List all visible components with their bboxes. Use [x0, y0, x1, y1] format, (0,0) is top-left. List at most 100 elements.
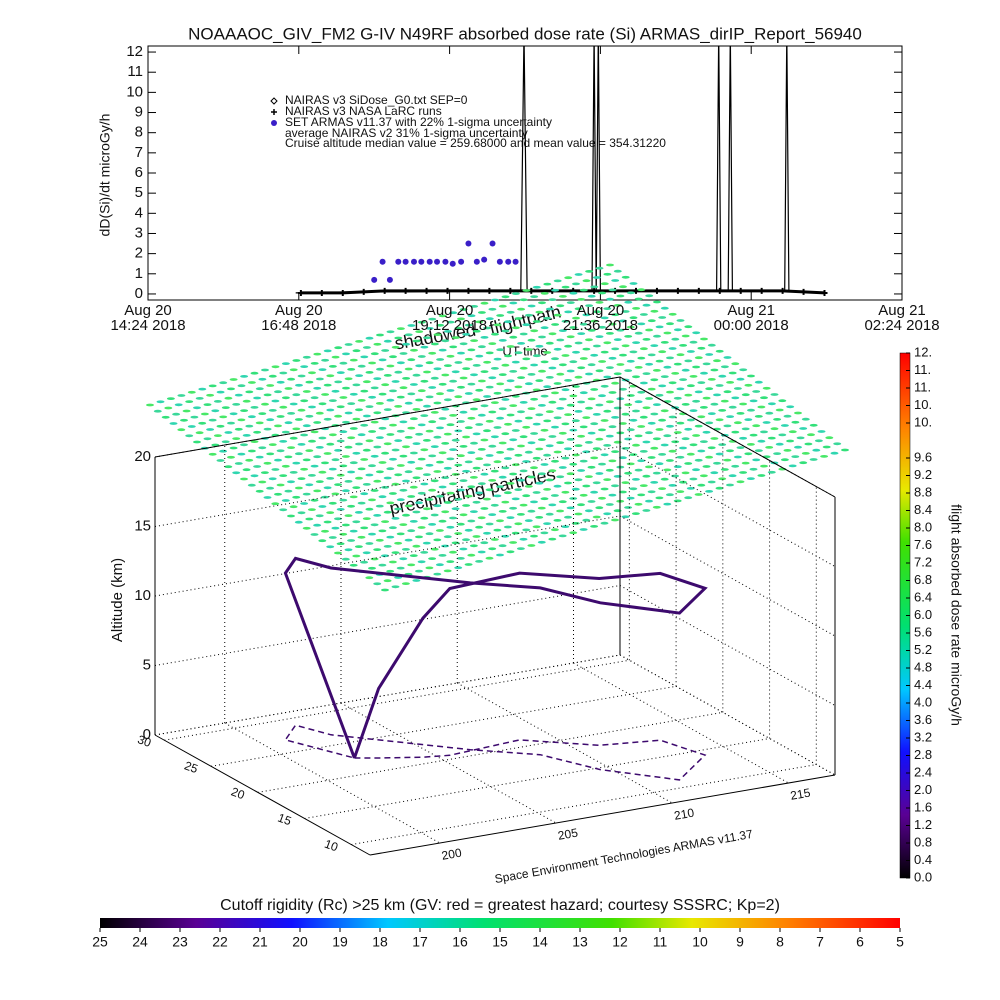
- particle-dash: [362, 483, 371, 486]
- particle-dash: [368, 464, 376, 468]
- grid-line: [211, 685, 677, 767]
- particle-dash: [572, 316, 580, 320]
- particle-dash: [652, 403, 661, 406]
- colorbar-tick-label: 3.2: [914, 729, 932, 744]
- grid-line: [619, 585, 836, 706]
- particle-dash: [394, 405, 403, 408]
- particle-dash: [503, 491, 512, 495]
- particle-dash: [833, 442, 842, 446]
- particle-dash: [464, 392, 473, 395]
- particle-dash: [438, 314, 447, 318]
- particle-dash: [564, 413, 573, 416]
- particle-dash: [420, 379, 429, 383]
- particle-dash: [770, 393, 779, 396]
- particle-dash: [480, 404, 489, 408]
- particle-dash: [420, 448, 429, 452]
- particle-dash: [279, 440, 288, 443]
- particle-dash: [642, 406, 651, 410]
- particle-dash: [326, 477, 335, 480]
- particle-dash: [514, 385, 523, 389]
- particle-dash: [645, 465, 653, 469]
- particle-dash: [681, 471, 690, 475]
- particle-dash: [532, 525, 541, 529]
- particle-dash: [509, 472, 518, 476]
- particle-dash: [527, 304, 536, 308]
- particle-dash: [396, 498, 405, 502]
- particle-dash: [517, 376, 526, 379]
- particle-dash: [702, 465, 711, 468]
- particle-dash: [438, 519, 447, 523]
- particle-dash: [266, 384, 275, 387]
- particle-dash: [401, 582, 410, 585]
- particle-dash: [501, 432, 510, 436]
- particle-dash: [509, 506, 518, 510]
- particle-dash: [271, 502, 280, 506]
- particle-dash: [746, 443, 755, 446]
- particle-dash: [475, 423, 484, 426]
- particle-dash: [300, 365, 309, 368]
- particle-dash: [211, 443, 220, 447]
- particle-dash: [618, 422, 627, 425]
- grid-line: [304, 737, 770, 819]
- particle-dash: [425, 395, 434, 399]
- particle-dash: [496, 485, 505, 488]
- particle-dash: [616, 363, 625, 366]
- particle-dash: [668, 415, 677, 419]
- particle-dash: [360, 423, 369, 427]
- particle-dash: [658, 384, 667, 388]
- particle-dash: [352, 520, 361, 524]
- particle-dash: [467, 382, 476, 386]
- particle-dash: [428, 523, 437, 526]
- particle-dash: [621, 275, 630, 279]
- particle-dash: [313, 352, 322, 356]
- particle-dash: [516, 513, 525, 516]
- particle-dash: [284, 421, 293, 425]
- particle-dash: [391, 448, 400, 452]
- particle-dash: [469, 476, 478, 479]
- particle-dash: [587, 465, 596, 469]
- particle-dash: [470, 407, 478, 411]
- particle-dash: [498, 510, 507, 513]
- grid-line: [257, 711, 723, 793]
- colorbar-tick-label: 7.6: [914, 537, 932, 552]
- y-tick-label: 7: [135, 144, 143, 161]
- particle-dash: [618, 490, 627, 494]
- particle-dash: [352, 554, 361, 558]
- particle-dash: [733, 421, 742, 425]
- particle-dash: [349, 358, 358, 362]
- particle-dash: [540, 326, 549, 330]
- particle-dash: [438, 451, 447, 455]
- colorbar-tick-label: 11: [653, 934, 668, 950]
- y-tick-label: 3: [135, 224, 143, 241]
- particle-dash: [412, 510, 421, 514]
- particle-dash: [412, 408, 421, 411]
- particle-dash: [402, 479, 410, 483]
- particle-dash: [809, 423, 818, 427]
- particle-dash: [710, 471, 719, 475]
- particle-dash: [410, 348, 418, 352]
- data-point: [395, 258, 402, 265]
- colorbar-tick-label: 9.6: [914, 449, 932, 464]
- particle-dash: [642, 440, 651, 444]
- particle-dash: [428, 420, 437, 424]
- particle-dash: [245, 424, 254, 428]
- particle-dash: [428, 454, 437, 458]
- particle-dash: [237, 452, 246, 456]
- particle-dash: [530, 500, 538, 504]
- particle-dash: [592, 344, 601, 348]
- particle-dash: [624, 506, 633, 509]
- particle-dash: [506, 482, 515, 485]
- particle-dash: [281, 464, 290, 468]
- legend-marker: [271, 109, 277, 115]
- particle-dash: [490, 367, 499, 370]
- particle-dash: [368, 430, 377, 433]
- particle-dash: [360, 458, 369, 461]
- particle-dash: [443, 501, 452, 504]
- particle-dash: [726, 449, 734, 453]
- particle-dash: [488, 307, 497, 311]
- particle-dash: [522, 494, 531, 498]
- particle-dash: [535, 413, 544, 417]
- particle-dash: [600, 316, 609, 320]
- particle-dash: [621, 447, 630, 450]
- particle-dash: [681, 334, 690, 338]
